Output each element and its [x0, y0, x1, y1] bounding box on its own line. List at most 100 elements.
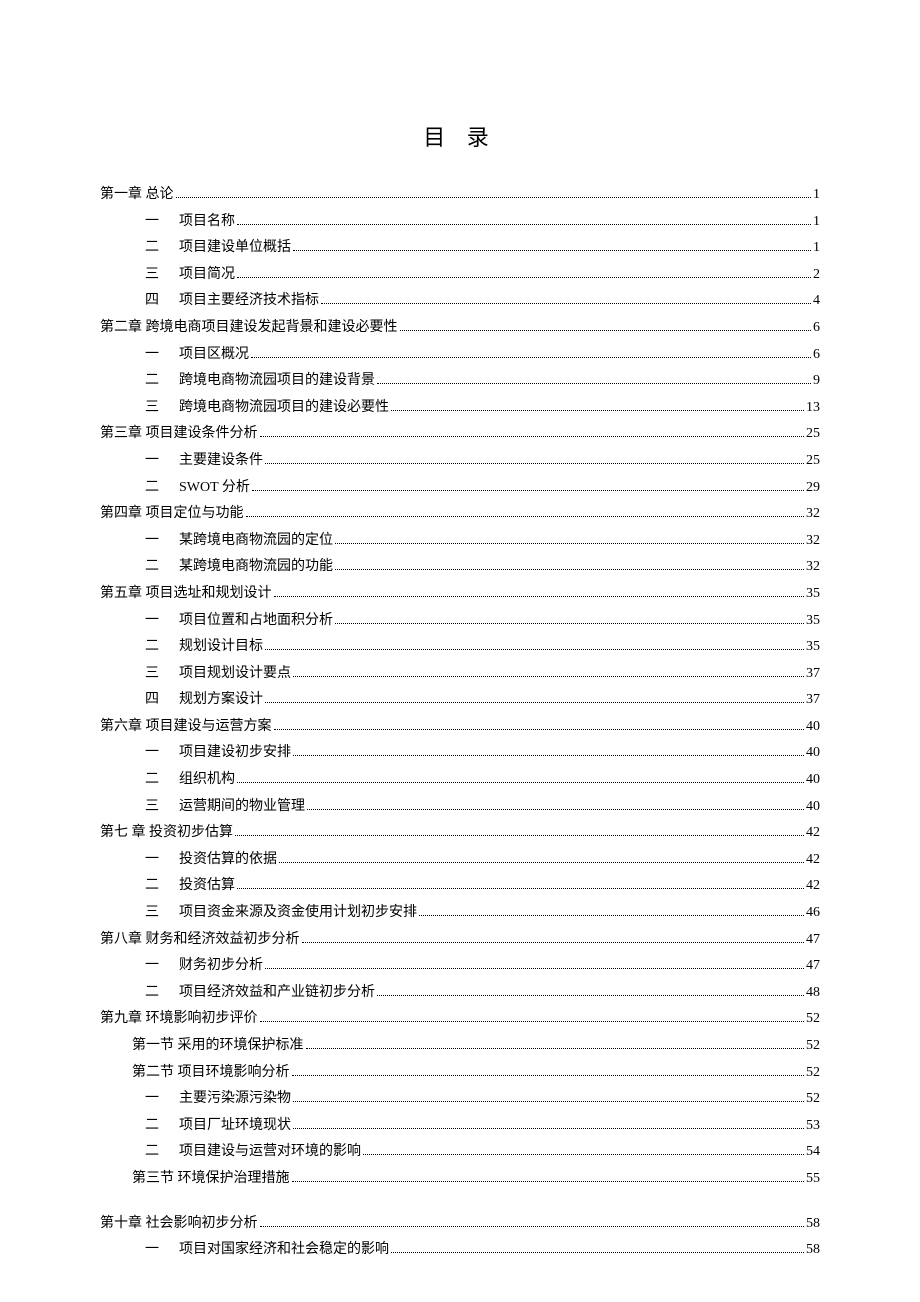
toc-entry: 一项目对国家经济和社会稳定的影响58	[100, 1237, 820, 1264]
toc-dots	[237, 782, 804, 783]
toc-entry-label: 第四章 项目定位与功能	[100, 501, 244, 528]
toc-dots	[260, 436, 805, 437]
toc-entry: 第四章 项目定位与功能32	[100, 501, 820, 528]
toc-entry-text: 第九章 环境影响初步评价	[100, 1011, 258, 1026]
toc-entry-page: 52	[806, 1060, 820, 1087]
toc-entry-text: 第三节 环境保护治理措施	[132, 1171, 290, 1186]
toc-title: 目 录	[100, 120, 820, 152]
toc-dots	[252, 490, 804, 491]
toc-entry-text: 第十章 社会影响初步分析	[100, 1216, 258, 1231]
toc-entry-text: 项目对国家经济和社会稳定的影响	[179, 1242, 389, 1257]
toc-entry: 一主要污染源污染物52	[100, 1086, 820, 1113]
toc-entry-text: 第四章 项目定位与功能	[100, 506, 244, 521]
toc-entry: 二项目建设与运营对环境的影响54	[100, 1139, 820, 1166]
toc-entry: 第九章 环境影响初步评价 52	[100, 1006, 820, 1033]
toc-entry-label: 一主要污染源污染物	[145, 1086, 291, 1113]
toc-entry-label: 一主要建设条件	[145, 448, 263, 475]
toc-entry-label: 第二节 项目环境影响分析	[132, 1060, 290, 1087]
toc-entry-label: 二项目建设单位概括	[145, 235, 291, 262]
toc-entry-number: 一	[145, 847, 179, 874]
toc-entry-page: 40	[806, 740, 820, 767]
toc-entry-label: 三跨境电商物流园项目的建设必要性	[145, 395, 389, 422]
toc-entry-text: 第一节 采用的环境保护标准	[132, 1038, 304, 1053]
toc-entry-text: 项目位置和占地面积分析	[179, 613, 333, 628]
toc-dots	[335, 543, 804, 544]
toc-entry-number: 一	[145, 608, 179, 635]
toc-dots	[292, 1075, 805, 1076]
toc-entry-text: 财务初步分析	[179, 958, 263, 973]
toc-entry-page: 25	[806, 448, 820, 475]
toc-entry-label: 二投资估算	[145, 873, 235, 900]
toc-dots	[176, 197, 812, 198]
toc-entry: 三项目简况2	[100, 262, 820, 289]
toc-entry-number: 三	[145, 794, 179, 821]
toc-dots	[293, 1101, 804, 1102]
toc-entry-page: 52	[806, 1006, 820, 1033]
toc-entry: 第八章 财务和经济效益初步分析 47	[100, 927, 820, 954]
toc-entry-label: 二组织机构	[145, 767, 235, 794]
toc-entry-number: 二	[145, 1113, 179, 1140]
toc-entry: 一项目名称1	[100, 209, 820, 236]
toc-entry-label: 一项目建设初步安排	[145, 740, 291, 767]
toc-entry-text: 主要建设条件	[179, 453, 263, 468]
toc-entry-number: 二	[145, 235, 179, 262]
toc-entry-text: SWOT 分析	[179, 480, 250, 495]
toc-entry-number: 二	[145, 368, 179, 395]
toc-entry-label: 一项目名称	[145, 209, 235, 236]
toc-entry-page: 42	[806, 847, 820, 874]
toc-entry-text: 跨境电商物流园项目的建设必要性	[179, 400, 389, 415]
toc-dots	[265, 463, 804, 464]
toc-entry: 二跨境电商物流园项目的建设背景9	[100, 368, 820, 395]
toc-entry-label: 第一节 采用的环境保护标准	[132, 1033, 304, 1060]
toc-entry-label: 四规划方案设计	[145, 687, 263, 714]
toc-entry-page: 40	[806, 714, 820, 741]
toc-entry-label: 一某跨境电商物流园的定位	[145, 528, 333, 555]
toc-dots	[265, 702, 804, 703]
toc-dots	[292, 1181, 805, 1182]
toc-entry-number: 二	[145, 634, 179, 661]
toc-entry: 第三节 环境保护治理措施55	[100, 1166, 820, 1193]
toc-entry-number: 四	[145, 288, 179, 315]
toc-entry-page: 53	[806, 1113, 820, 1140]
toc-entry: 二规划设计目标35	[100, 634, 820, 661]
toc-entry-text: 规划方案设计	[179, 692, 263, 707]
toc-entry-page: 13	[806, 395, 820, 422]
toc-entry: 二某跨境电商物流园的功能32	[100, 554, 820, 581]
toc-entry-page: 52	[806, 1033, 820, 1060]
toc-dots	[321, 303, 811, 304]
toc-entry-number: 二	[145, 475, 179, 502]
toc-entry-text: 第八章 财务和经济效益初步分析	[100, 932, 300, 947]
toc-entry-text: 项目主要经济技术指标	[179, 293, 319, 308]
toc-dots	[293, 1128, 804, 1129]
toc-entry: 第七 章 投资初步估算42	[100, 820, 820, 847]
toc-entry-label: 第八章 财务和经济效益初步分析	[100, 927, 300, 954]
toc-entry-text: 组织机构	[179, 772, 235, 787]
toc-entry-page: 58	[806, 1237, 820, 1264]
toc-entry-label: 第五章 项目选址和规划设计	[100, 581, 272, 608]
toc-entry-label: 第九章 环境影响初步评价	[100, 1006, 258, 1033]
toc-entry-page: 32	[806, 528, 820, 555]
toc-entry-page: 48	[806, 980, 820, 1007]
toc-entry-page: 42	[806, 873, 820, 900]
toc-entry-label: 一项目位置和占地面积分析	[145, 608, 333, 635]
toc-entry: 二项目建设单位概括1	[100, 235, 820, 262]
toc-entry: 一财务初步分析47	[100, 953, 820, 980]
toc-entry-number: 三	[145, 262, 179, 289]
toc-entry-page: 47	[806, 927, 820, 954]
toc-entry-label: 第六章 项目建设与运营方案	[100, 714, 272, 741]
toc-entry-text: 第七 章 投资初步估算	[100, 825, 233, 840]
toc-dots	[302, 942, 805, 943]
toc-entry-label: 一投资估算的依据	[145, 847, 277, 874]
toc-entry-number: 二	[145, 554, 179, 581]
toc-entry: 一某跨境电商物流园的定位 32	[100, 528, 820, 555]
toc-dots	[237, 888, 804, 889]
toc-entry-text: 主要污染源污染物	[179, 1091, 291, 1106]
toc-entry-page: 4	[813, 288, 820, 315]
toc-entry-label: 第十章 社会影响初步分析	[100, 1211, 258, 1238]
toc-entry-label: 四项目主要经济技术指标	[145, 288, 319, 315]
toc-entry-number: 一	[145, 448, 179, 475]
toc-entry-page: 2	[813, 262, 820, 289]
toc-dots	[265, 649, 804, 650]
toc-entry-text: 第三章 项目建设条件分析	[100, 426, 258, 441]
toc-entry-label: 第三章 项目建设条件分析	[100, 421, 258, 448]
